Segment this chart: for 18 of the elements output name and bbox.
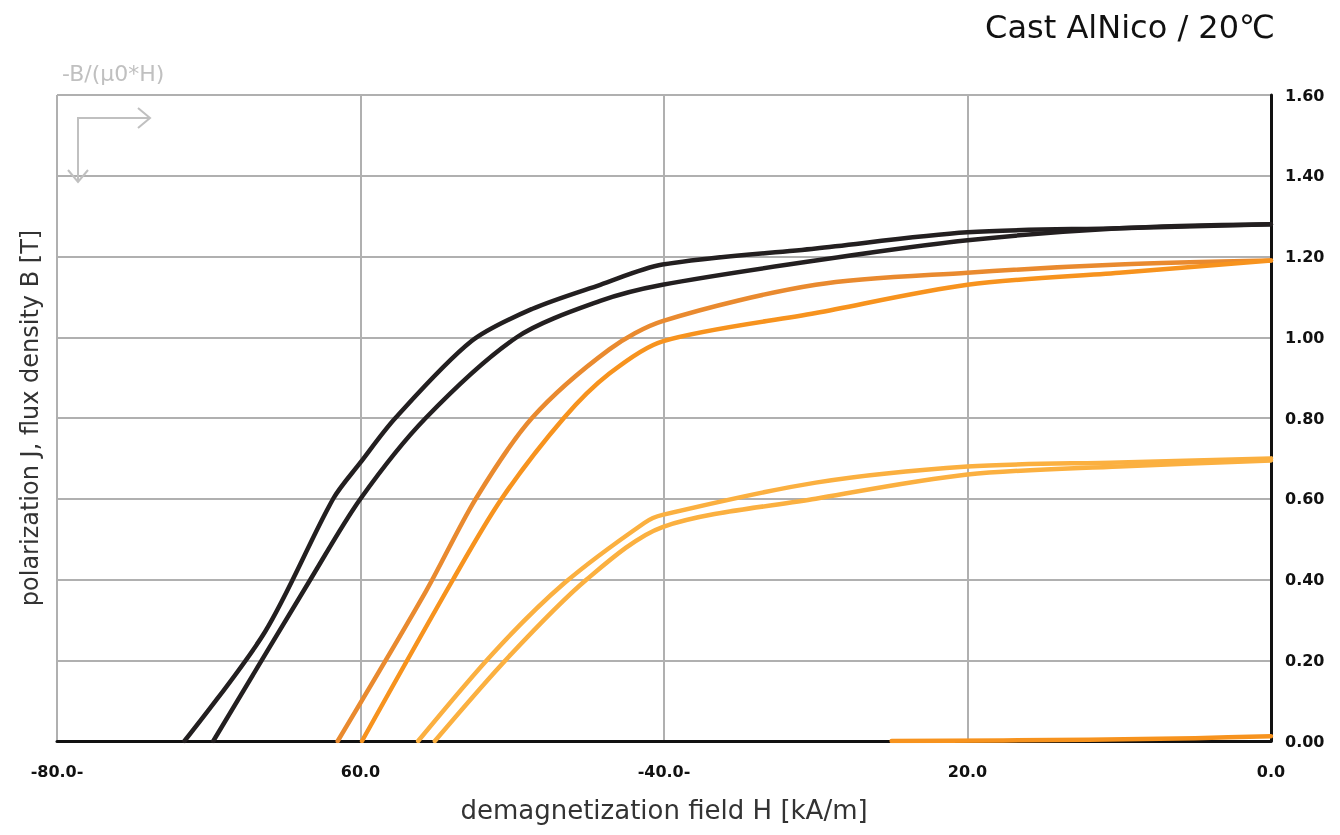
y-tick-label: 1.00 xyxy=(1285,327,1325,347)
y-tick-label: 0.00 xyxy=(1285,731,1325,751)
x-tick-label: -80.0- xyxy=(30,761,84,781)
x-tick-label: 60.0 xyxy=(340,761,381,781)
y-tick-label: 1.20 xyxy=(1285,247,1325,266)
x-tick-label: 20.0 xyxy=(947,761,988,781)
y-tick-label: 1.40 xyxy=(1285,166,1325,186)
y-tick-label: 0.40 xyxy=(1285,570,1325,589)
y-tick-label: 0.80 xyxy=(1285,408,1325,428)
x-axis-title: demagnetization field H [kA/m] xyxy=(460,795,868,825)
y-axis-title: polarization J, flux density B [T] xyxy=(16,229,44,607)
x-tick-label: -40.0- xyxy=(637,761,691,781)
chart-title: Cast AlNico / 20℃ xyxy=(985,8,1275,46)
y-tick-label: 1.60 xyxy=(1285,85,1325,105)
y-tick-label: 0.60 xyxy=(1285,489,1325,509)
y-tick-label: 0.20 xyxy=(1285,650,1325,670)
text: -B/(μ0*H) xyxy=(62,60,165,86)
x-tick-label: 0.0 xyxy=(1256,761,1286,781)
